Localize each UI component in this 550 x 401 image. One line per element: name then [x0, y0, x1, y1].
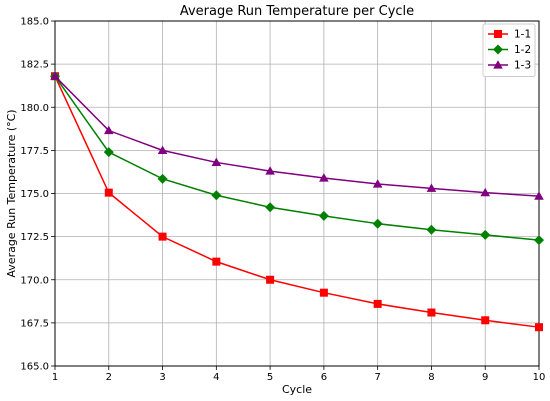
- legend-label: 1-2: [514, 44, 531, 56]
- y-tick-label: 167.5: [20, 318, 49, 329]
- data-point: [103, 125, 114, 135]
- x-tick-label: 10: [533, 372, 546, 383]
- data-point: [103, 147, 114, 158]
- legend-marker: [493, 44, 503, 55]
- data-point: [211, 190, 222, 201]
- legend: 1-1 1-2 1-3: [482, 23, 536, 77]
- y-tick-label: 172.5: [20, 232, 49, 243]
- x-tick-label: 7: [374, 372, 380, 383]
- data-point: [265, 166, 275, 175]
- y-tick-label: 175.0: [20, 189, 49, 200]
- data-point: [157, 173, 168, 184]
- data-point: [212, 257, 221, 266]
- legend-entry: 1-1: [488, 29, 531, 41]
- data-point: [319, 288, 328, 297]
- legend-label: 1-3: [514, 60, 531, 72]
- series-1-1: [51, 72, 543, 332]
- legend-marker: [493, 60, 503, 69]
- x-tick-label: 6: [321, 372, 327, 383]
- x-tick-label: 9: [482, 372, 488, 383]
- data-point: [318, 210, 329, 221]
- y-tick-label: 170.0: [20, 275, 49, 286]
- x-tick-label: 4: [213, 372, 219, 383]
- x-axis-label: Cycle: [282, 383, 312, 396]
- y-tick-label: 182.5: [20, 60, 49, 71]
- series-1-3: [50, 71, 544, 200]
- chart-title: Average Run Temperature per Cycle: [180, 4, 414, 19]
- legend-entry: 1-3: [488, 60, 531, 72]
- series-line: [54, 75, 540, 241]
- series-group: [50, 71, 544, 332]
- data-point: [373, 299, 382, 308]
- data-point: [426, 224, 437, 235]
- axis-ticks: 1 2 3 4 5 6 7 8 9 10 165.0 167.5 170.0 172.5 175.0 177.…: [20, 17, 545, 384]
- data-point: [319, 173, 329, 182]
- x-tick-label: 2: [106, 372, 112, 383]
- y-tick-label: 185.0: [20, 17, 49, 28]
- data-point: [535, 323, 543, 332]
- data-point: [426, 183, 437, 192]
- y-tick-label: 165.0: [20, 362, 49, 373]
- legend-marker: [494, 30, 502, 38]
- data-point: [534, 191, 544, 200]
- y-axis-label: Average Run Temperature (°C): [5, 109, 18, 277]
- data-point: [158, 232, 167, 241]
- y-tick-label: 180.0: [20, 103, 49, 114]
- series-line: [54, 75, 540, 197]
- x-tick-label: 8: [428, 372, 434, 383]
- data-point: [534, 235, 544, 246]
- data-point: [427, 308, 436, 317]
- data-point: [480, 187, 491, 197]
- series-line: [54, 75, 540, 328]
- data-point: [372, 179, 383, 188]
- data-point: [372, 218, 383, 229]
- data-point: [265, 202, 276, 213]
- data-point: [50, 71, 60, 80]
- y-tick-label: 177.5: [20, 146, 49, 157]
- legend-entry: 1-2: [488, 44, 531, 56]
- data-point: [480, 229, 491, 240]
- data-point: [104, 188, 113, 197]
- x-tick-label: 1: [52, 372, 58, 383]
- legend-label: 1-1: [514, 29, 531, 41]
- data-point: [481, 316, 490, 325]
- x-tick-label: 3: [159, 372, 165, 383]
- data-point: [211, 157, 222, 167]
- grid: [54, 20, 540, 367]
- data-point: [266, 275, 275, 284]
- data-point: [157, 145, 168, 154]
- series-1-2: [50, 71, 544, 246]
- x-tick-label: 5: [267, 372, 273, 383]
